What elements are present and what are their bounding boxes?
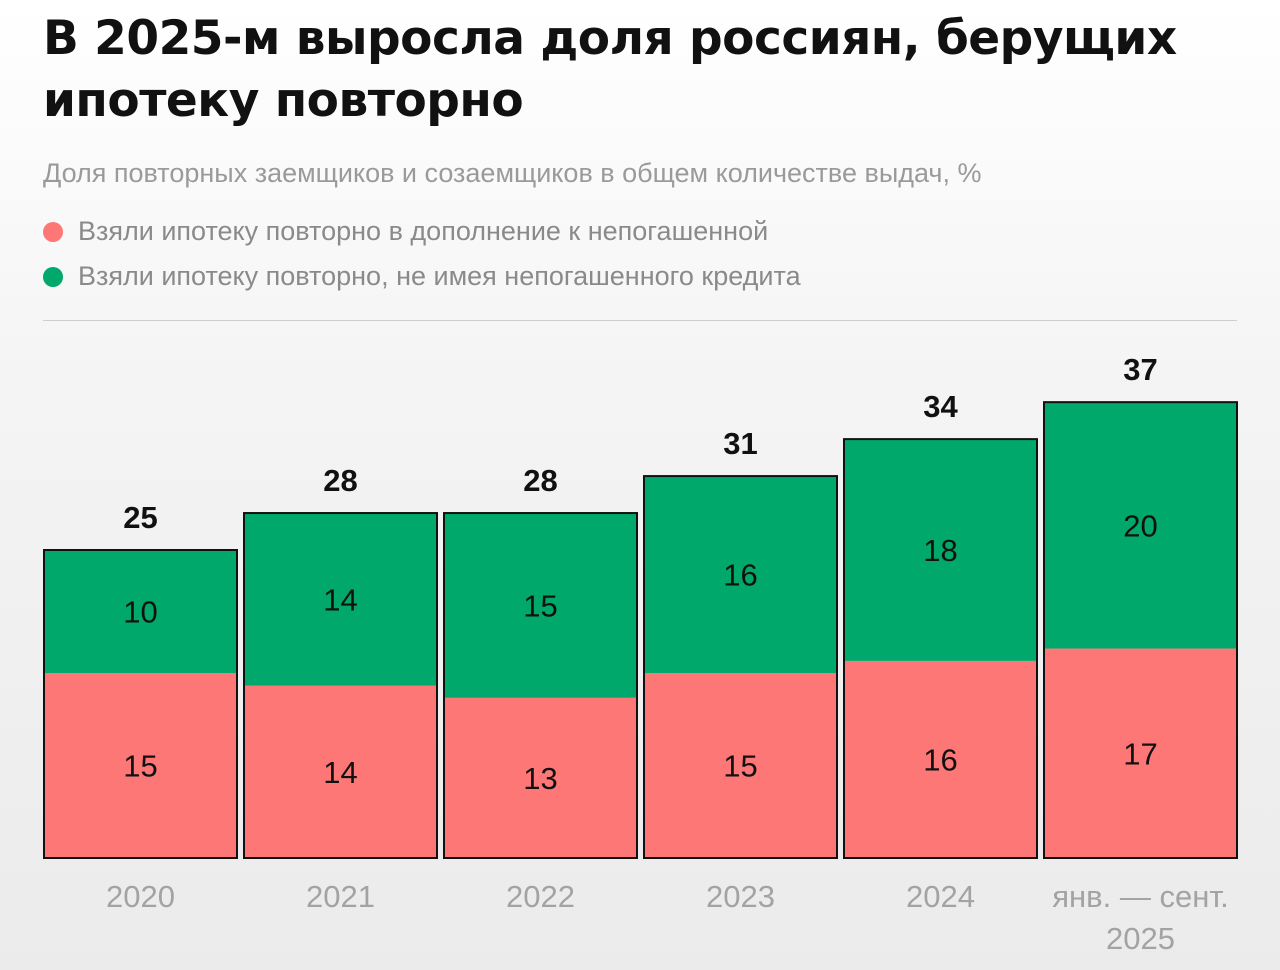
bar-segment-red <box>844 660 1037 858</box>
x-tick-label: 2021 <box>306 879 375 914</box>
segment-value-label: 20 <box>1123 508 1157 543</box>
segment-value-label: 15 <box>723 749 757 784</box>
segment-value-label: 15 <box>123 749 157 784</box>
segment-value-label: 18 <box>923 533 957 568</box>
bar-total-label: 34 <box>923 389 958 424</box>
bar-segment-green <box>44 550 237 674</box>
bar-total-label: 31 <box>723 426 757 461</box>
bar-outline <box>43 549 238 859</box>
bar-outline <box>443 512 638 859</box>
segment-value-label: 10 <box>123 595 157 630</box>
x-tick-label: 2022 <box>506 879 575 914</box>
divider <box>43 320 1237 321</box>
bar-segment-green <box>444 513 637 698</box>
bar-segment-red <box>244 685 437 858</box>
bar-segment-red <box>44 673 237 858</box>
chart-subtitle: Доля повторных заемщиков и созаемщиков в… <box>43 158 982 188</box>
bar-segment-red <box>1044 648 1237 858</box>
bar-total-label: 28 <box>323 463 357 498</box>
segment-value-label: 16 <box>723 558 757 593</box>
segment-value-label: 13 <box>523 761 557 796</box>
bar-total-label: 37 <box>1123 352 1157 387</box>
legend-item-red: Взяли ипотеку повторно в дополнение к не… <box>43 216 768 247</box>
legend-item-green: Взяли ипотеку повторно, не имея непогаше… <box>43 261 801 292</box>
x-tick-label: янв. — сент. <box>1052 879 1228 914</box>
bar-outline <box>643 475 838 859</box>
x-tick-label: 2024 <box>906 879 975 914</box>
legend-dot-red <box>43 221 63 242</box>
bar-segment-red <box>444 697 637 858</box>
x-tick-label: 2020 <box>106 879 175 914</box>
bar-total-label: 25 <box>123 500 157 535</box>
chart-title: В 2025-м выросла доля россиян, берущих и… <box>43 11 1177 128</box>
bar-segment-green <box>1044 402 1237 649</box>
bar-outline <box>843 438 1038 859</box>
bar-segment-green <box>244 513 437 686</box>
segment-value-label: 16 <box>923 742 957 777</box>
legend-label: Взяли ипотеку повторно в дополнение к не… <box>78 216 769 246</box>
segment-value-label: 14 <box>323 755 357 790</box>
legend-dot-green <box>43 266 63 287</box>
bar-outline <box>243 512 438 859</box>
legend-label: Взяли ипотеку повторно, не имея непогаше… <box>78 261 801 291</box>
bar-segment-green <box>844 439 1037 661</box>
bar-outline <box>1043 401 1238 859</box>
segment-value-label: 17 <box>1123 736 1157 771</box>
segment-value-label: 14 <box>323 582 357 617</box>
bar-total-label: 28 <box>523 463 557 498</box>
x-tick-label: 2023 <box>706 879 775 914</box>
segment-value-label: 15 <box>523 588 557 623</box>
bar-segment-red <box>644 673 837 858</box>
bar-segment-green <box>644 476 837 674</box>
x-tick-label: 2025 <box>1106 921 1175 956</box>
